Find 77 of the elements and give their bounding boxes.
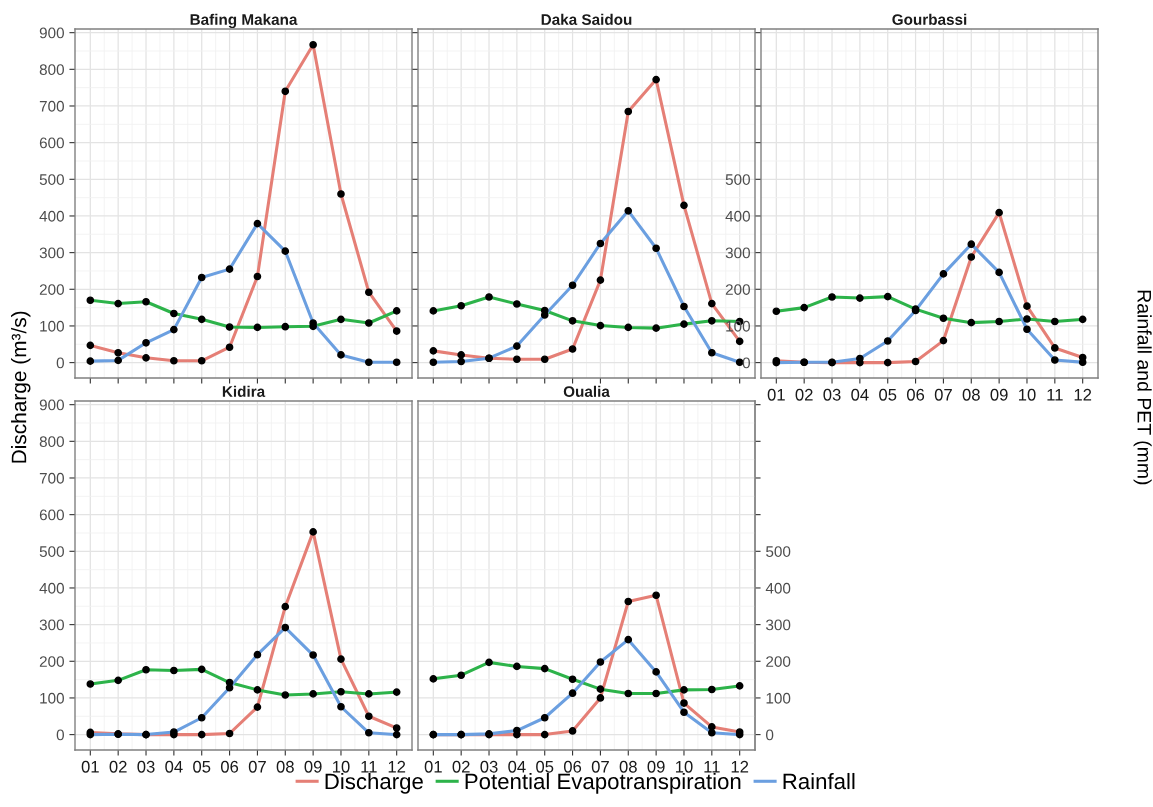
x-tick-label: 12 [1074,388,1092,401]
y-tick-label: 300 [39,619,64,631]
y-tick-label: 900 [39,27,64,39]
x-tick-label: 04 [165,760,183,773]
x-tick-label: 09 [647,760,665,773]
x-tick-label: 02 [452,760,470,773]
y2-axis-title: Rainfall and PET (mm) [1133,290,1152,485]
x-tick-label: 12 [731,760,749,773]
y-tick-label: 0 [766,729,774,741]
chart-title: Oualia [563,385,610,397]
y-tick-label: 0 [742,357,750,369]
x-tick-label: 01 [81,760,99,773]
x-tick-label: 08 [276,760,294,773]
y-tick-label: 100 [766,692,791,704]
y-tick-label: 800 [39,436,64,448]
y-tick-label: 0 [56,729,64,741]
x-tick-label: 12 [388,760,406,773]
x-tick-label: 04 [851,388,869,401]
y-tick-label: 300 [725,247,750,259]
legend-label: Potential Evapotranspiration [465,772,741,794]
y-tick-label: 500 [725,174,750,185]
y-tick-label: 300 [766,619,791,631]
x-tick-label: 07 [934,388,952,401]
x-tick-label: 11 [704,761,720,773]
chart-title: Bafing Makana [190,13,298,29]
y-tick-label: 500 [39,174,64,185]
x-tick-label: 05 [879,388,897,401]
y-tick-label: 400 [39,582,64,594]
y-tick-label: 300 [39,247,64,259]
x-tick-label: 02 [109,760,127,773]
x-tick-label: 09 [304,760,322,773]
y-tick-label: 200 [39,284,64,295]
y-tick-label: 200 [725,284,750,295]
y-tick-label: 700 [39,100,64,112]
x-tick-label: 03 [480,760,498,773]
chart-title: Daka Saidou [541,13,632,25]
x-tick-label: 01 [767,388,785,401]
x-tick-label: 05 [536,760,554,773]
y-tick-label: 0 [56,357,64,369]
legend-label: Discharge [325,772,423,794]
x-tick-label: 05 [193,760,211,773]
x-tick-label: 04 [508,760,526,773]
y-tick-label: 700 [39,472,64,484]
x-tick-label: 06 [220,760,239,773]
legend-label: Rainfall [783,772,855,790]
x-tick-label: 08 [962,388,980,401]
y-axis-title: Discharge (m³/s) [11,311,31,463]
x-tick-label: 02 [795,388,813,401]
x-tick-label: 09 [990,388,1008,401]
x-tick-label: 11 [361,761,377,773]
x-tick-label: 03 [823,388,841,401]
x-tick-label: 06 [563,760,582,773]
x-tick-label: 08 [619,760,637,773]
x-tick-label: 01 [424,760,442,773]
y-tick-label: 400 [765,582,791,594]
y-tick-label: 500 [766,546,791,557]
y-tick-label: 100 [40,692,64,704]
x-tick-label: 07 [248,760,266,773]
y-tick-label: 200 [39,656,64,667]
x-tick-label: 11 [1047,389,1063,401]
x-tick-label: 03 [137,760,155,773]
chart-title: Gourbassi [892,13,967,25]
x-tick-label: 07 [591,760,609,773]
y-tick-label: 900 [39,399,64,411]
x-tick-label: 10 [332,760,350,773]
y-tick-label: 400 [725,210,750,222]
x-tick-label: 10 [675,760,693,773]
x-tick-label: 06 [906,388,925,401]
y-tick-label: 100 [40,320,64,332]
y-tick-label: 400 [39,210,64,222]
chart-title: Kidira [222,385,266,397]
y-tick-label: 200 [766,656,791,667]
y-tick-label: 800 [39,64,64,76]
x-tick-label: 10 [1018,388,1036,401]
y-tick-label: 500 [39,546,64,557]
y-tick-label: 600 [39,509,64,521]
y-tick-label: 600 [39,137,64,149]
